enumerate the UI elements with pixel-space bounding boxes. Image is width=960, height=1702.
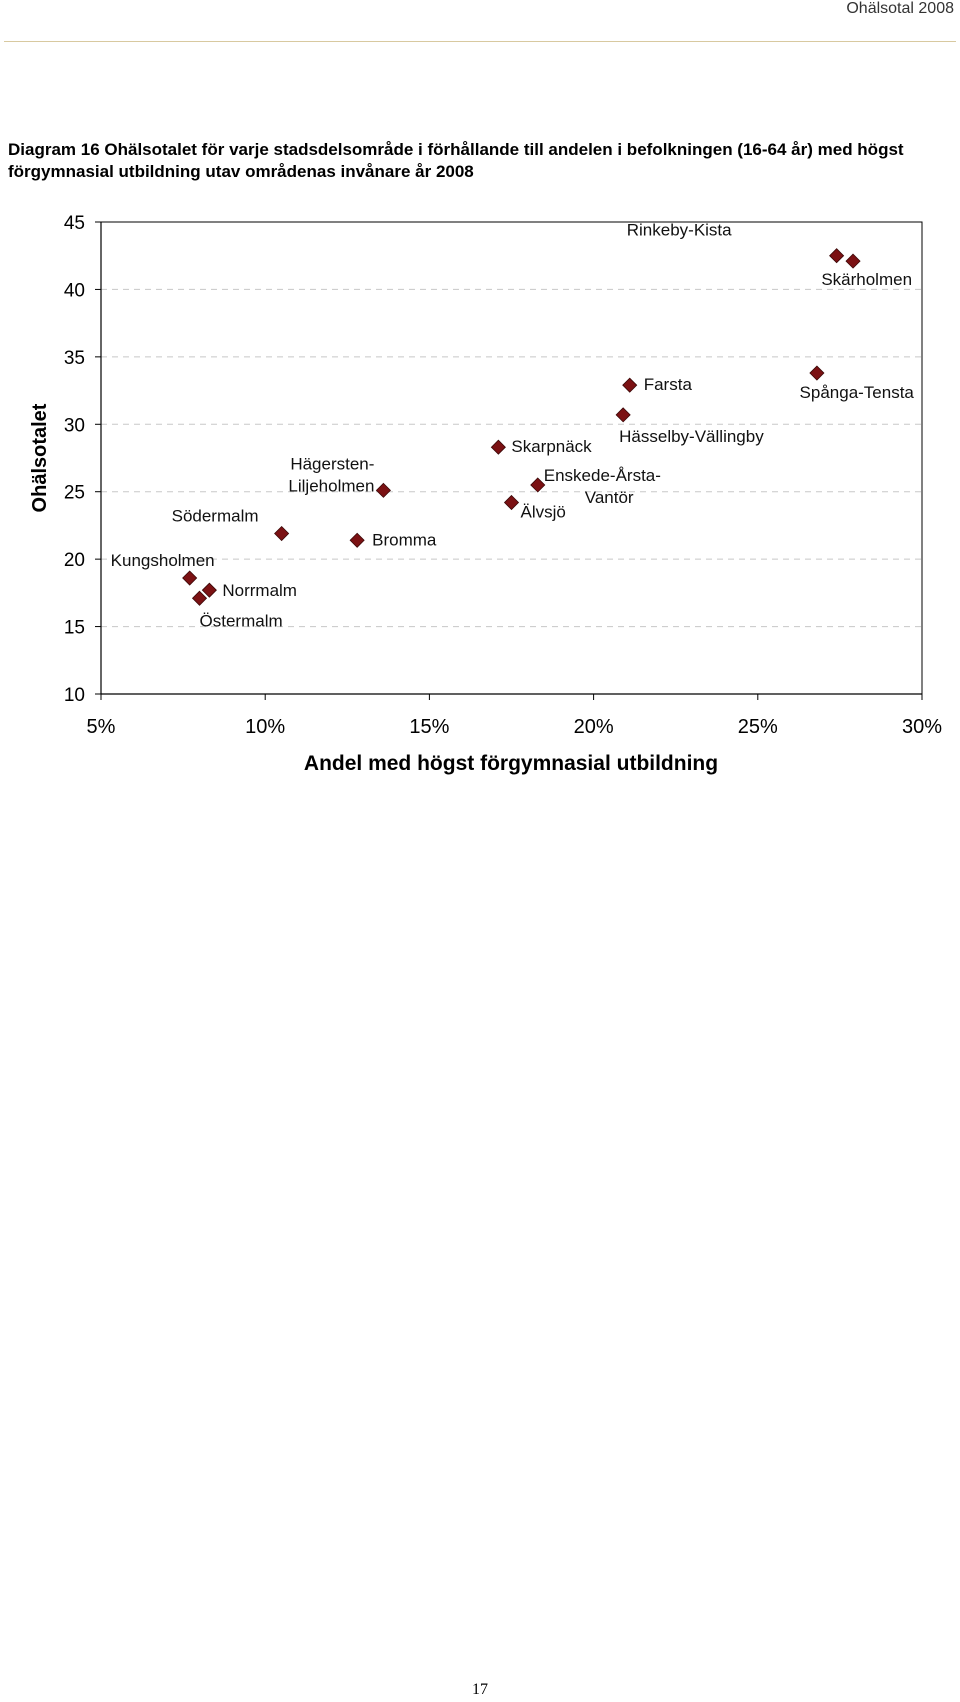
- x-tick-label: 25%: [738, 716, 778, 738]
- y-axis-ticks: 10 15 20 25 30 35 40 45: [64, 213, 101, 706]
- point-label-hägersten-liljeholmen: Hägersten-: [290, 454, 374, 473]
- y-tick-label: 30: [64, 415, 85, 436]
- x-tick-label: 30%: [902, 716, 942, 738]
- point-label-kungsholmen: Kungsholmen: [111, 551, 215, 570]
- point-label-södermalm: Södermalm: [172, 507, 259, 526]
- y-tick-label: 10: [64, 685, 85, 706]
- point-label-rinkeby-kista: Rinkeby-Kista: [627, 221, 732, 240]
- point-labels: Rinkeby-Kista Skärholmen Spånga-Tensta Fars…: [111, 221, 915, 631]
- data-point-hägersten-liljeholmen: [375, 482, 391, 498]
- data-point-bromma: [349, 532, 365, 548]
- y-axis-label: Ohälsotalet: [29, 403, 51, 512]
- data-point-hässelby-vällingby: [615, 407, 631, 423]
- point-label-farsta: Farsta: [644, 375, 693, 394]
- point-label-skarpnäck: Skarpnäck: [511, 437, 592, 456]
- data-point-norrmalm: [201, 582, 217, 598]
- diagram-caption: Diagram 16 Ohälsotalet för varje stadsde…: [8, 140, 904, 181]
- data-point-spånga-tensta: [809, 365, 825, 381]
- point-label-älvsjö: Älvsjö: [521, 503, 566, 522]
- x-tick-label: 15%: [409, 716, 449, 738]
- x-tick-label: 5%: [87, 716, 116, 738]
- point-label-hässelby-vällingby: Hässelby-Vällingby: [619, 427, 764, 446]
- header-divider: [4, 41, 956, 42]
- data-point-östermalm: [191, 590, 208, 606]
- data-point-södermalm: [274, 525, 290, 542]
- point-label-skärholmen: Skärholmen: [821, 270, 912, 289]
- data-point-enskede-årsta-vantör: [530, 477, 546, 493]
- y-tick-label: 45: [64, 213, 85, 234]
- y-tick-label: 35: [64, 348, 85, 369]
- point-label-bromma: Bromma: [372, 530, 437, 549]
- point-label-enskede-årsta-vantör: Vantör: [585, 488, 634, 507]
- data-points: [182, 248, 861, 606]
- data-point-älvsjö: [503, 494, 520, 511]
- x-axis-label: Andel med högst förgymnasial utbildning: [304, 752, 718, 775]
- point-label-hägersten-liljeholmen: Liljeholmen: [288, 476, 374, 495]
- point-label-norrmalm: Norrmalm: [222, 581, 297, 600]
- x-tick-label: 20%: [574, 716, 614, 738]
- y-tick-label: 40: [64, 280, 85, 301]
- point-label-östermalm: Östermalm: [200, 611, 283, 630]
- point-label-spånga-tensta: Spånga-Tensta: [800, 383, 915, 402]
- x-axis-ticks: 5% 10% 15% 20% 25% 30%: [87, 694, 942, 738]
- y-tick-label: 25: [64, 483, 85, 504]
- y-tick-label: 20: [64, 550, 85, 571]
- data-point-skarpnäck: [490, 439, 506, 455]
- data-point-rinkeby-kista: [829, 248, 845, 264]
- data-point-kungsholmen: [182, 570, 198, 586]
- y-tick-label: 15: [64, 618, 85, 639]
- data-point-farsta: [622, 377, 638, 393]
- point-label-enskede-årsta-vantör: Enskede-Årsta-: [544, 466, 661, 485]
- scatter-chart: 10 15 20 25 30 35 40 45 5% 10% 15% 20% 25% 30% Rinke…: [29, 213, 942, 775]
- page-number: 17: [472, 1681, 488, 1698]
- page-header-title: Ohälsotal 2008: [846, 0, 954, 17]
- grid-lines: [101, 288, 922, 628]
- x-tick-label: 10%: [245, 716, 285, 738]
- data-point-skärholmen: [845, 253, 861, 269]
